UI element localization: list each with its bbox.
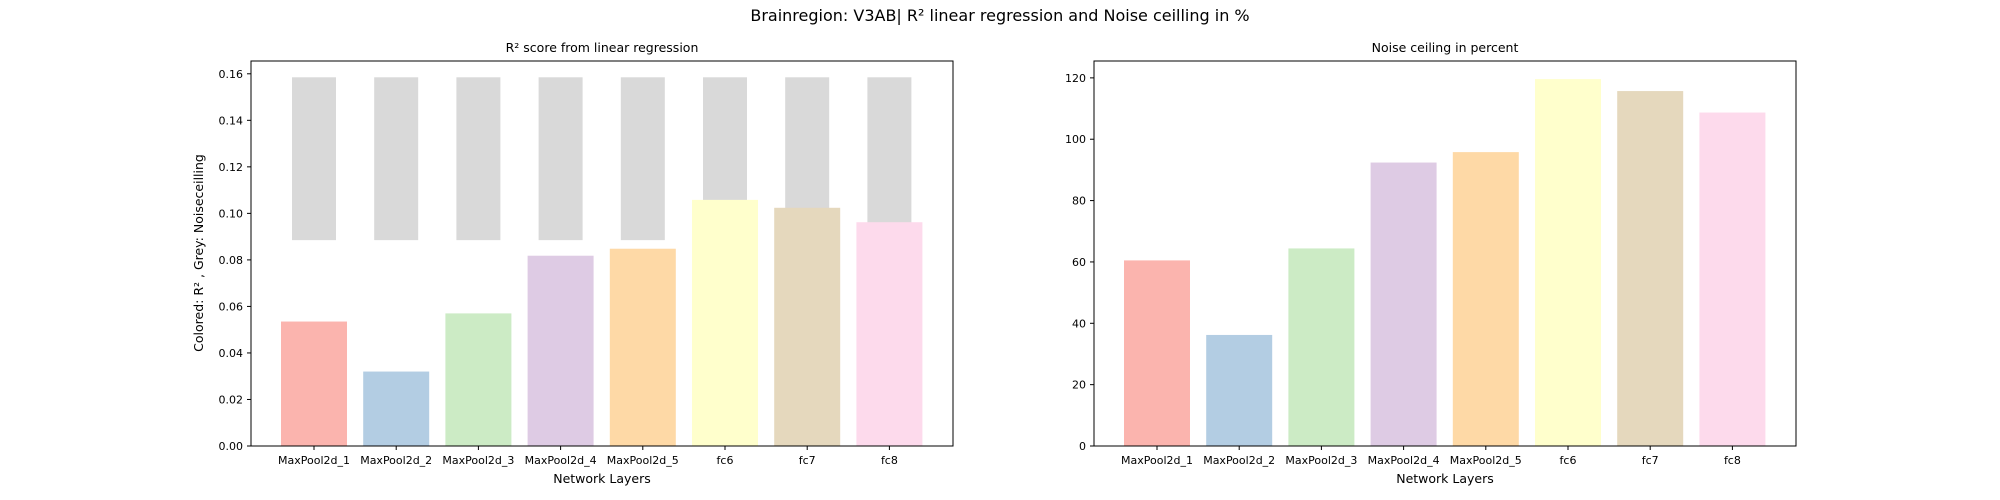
y-tick-label: 0.02 <box>219 393 244 406</box>
bar <box>1124 260 1190 446</box>
x-tick-label: fc6 <box>1560 454 1577 467</box>
y-tick-label: 0.14 <box>219 114 244 127</box>
y-tick-label: 40 <box>1072 317 1086 330</box>
y-axis-label: Colored: R² , Grey: Noiseceilling <box>191 154 206 352</box>
y-tick-label: 0.04 <box>219 347 244 360</box>
bar <box>1617 91 1684 446</box>
y-tick-label: 80 <box>1072 195 1086 208</box>
axes-frame <box>250 60 954 447</box>
noise-ceiling-bar <box>374 77 419 241</box>
bar <box>1452 152 1519 446</box>
noise-ceiling-bar <box>538 77 583 241</box>
x-tick-label: fc8 <box>881 454 898 467</box>
noise-ceiling-bar <box>620 77 665 241</box>
bar <box>363 371 430 446</box>
y-tick-label: 0 <box>1079 440 1086 453</box>
bar <box>1370 162 1437 446</box>
y-tick-label: 0.12 <box>219 161 244 174</box>
y-tick-label: 20 <box>1072 379 1086 392</box>
bar <box>445 313 512 446</box>
bar <box>1288 248 1355 446</box>
x-tick-label: MaxPool2d_4 <box>525 454 597 467</box>
figure-title: Brainregion: V3AB| R² linear regression … <box>750 6 1250 25</box>
y-tick-label: 60 <box>1072 256 1086 269</box>
y-tick-label: 120 <box>1065 72 1086 85</box>
x-tick-label: MaxPool2d_1 <box>1121 454 1193 467</box>
x-tick-label: MaxPool2d_3 <box>1285 454 1357 467</box>
x-tick-label: MaxPool2d_3 <box>442 454 514 467</box>
y-tick-label: 0.10 <box>219 207 244 220</box>
x-tick-label: fc7 <box>1642 454 1659 467</box>
x-tick-label: MaxPool2d_1 <box>278 454 350 467</box>
x-tick-label: fc8 <box>1724 454 1741 467</box>
bar <box>856 222 923 446</box>
bar <box>609 248 676 446</box>
bar <box>1535 79 1601 446</box>
x-axis-label: Network Layers <box>1396 471 1494 486</box>
y-tick-label: 100 <box>1065 133 1086 146</box>
y-tick-label: 0.08 <box>219 254 244 267</box>
bar <box>1206 334 1273 446</box>
y-tick-label: 0.00 <box>219 440 244 453</box>
noise-ceiling-bar <box>456 77 501 241</box>
bar <box>527 255 594 446</box>
axes-frame <box>1093 60 1797 447</box>
chart-title: R² score from linear regression <box>506 40 699 55</box>
chart-title: Noise ceiling in percent <box>1372 40 1519 55</box>
x-tick-label: MaxPool2d_2 <box>360 454 432 467</box>
x-tick-label: fc7 <box>799 454 816 467</box>
x-tick-label: MaxPool2d_5 <box>1450 454 1522 467</box>
x-tick-label: MaxPool2d_5 <box>607 454 679 467</box>
noise-ceiling-bar <box>867 77 912 241</box>
bar <box>281 321 347 446</box>
y-tick-label: 0.06 <box>219 300 244 313</box>
x-tick-label: MaxPool2d_2 <box>1203 454 1275 467</box>
y-tick-label: 0.16 <box>219 68 244 81</box>
noise-ceiling-bar <box>292 77 336 241</box>
x-tick-label: MaxPool2d_4 <box>1368 454 1440 467</box>
bar <box>774 207 841 446</box>
x-tick-label: fc6 <box>717 454 734 467</box>
x-axis-label: Network Layers <box>553 471 651 486</box>
bar <box>1699 112 1766 447</box>
bar <box>692 199 758 446</box>
